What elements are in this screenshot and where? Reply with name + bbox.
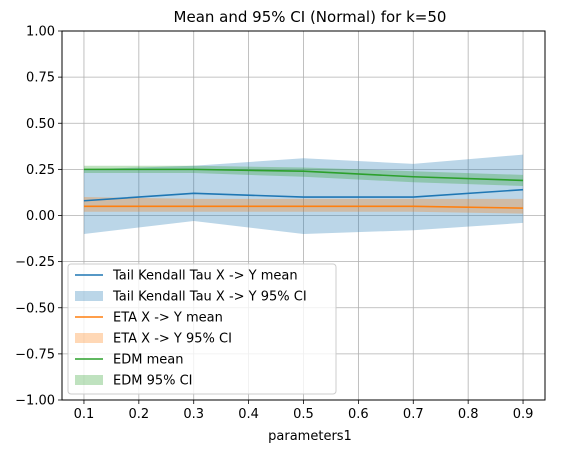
legend-label: EDM mean xyxy=(113,353,183,368)
x-tick-label: 0.8 xyxy=(458,407,479,422)
legend: Tail Kendall Tau X -> Y mean Tail Kendall… xyxy=(67,263,337,395)
x-tick-label: 0.5 xyxy=(293,407,314,422)
legend-label: EDM 95% CI xyxy=(113,374,193,389)
ci-band xyxy=(83,165,524,186)
x-tick-label: 0.7 xyxy=(403,407,424,422)
ci-band xyxy=(83,197,524,214)
y-tick-label: −0.25 xyxy=(15,255,55,270)
x-tick-label: 0.2 xyxy=(128,407,149,422)
mean-lines xyxy=(83,168,524,209)
ci-band xyxy=(83,154,524,234)
axis-ticks: 0.1 0.2 0.3 0.4 0.5 0.6 0.7 0.8 0.9 −1.00 −0.75 −0.… xyxy=(15,25,533,423)
legend-patch-swatch xyxy=(75,375,103,385)
y-tick-label: 0.00 xyxy=(26,209,55,224)
x-tick-label: 0.6 xyxy=(348,407,369,422)
legend-label: Tail Kendall Tau X -> Y 95% CI xyxy=(112,290,307,305)
legend-label: ETA X -> Y 95% CI xyxy=(113,332,232,347)
mean-line xyxy=(83,168,524,182)
legend-patch-swatch xyxy=(75,333,103,343)
y-tick-label: 0.50 xyxy=(26,117,55,132)
x-tick-label: 0.4 xyxy=(238,407,259,422)
x-tick-label: 0.9 xyxy=(513,407,534,422)
legend-patch-swatch xyxy=(75,291,103,301)
legend-box xyxy=(67,263,337,395)
legend-label: ETA X -> Y mean xyxy=(113,311,223,326)
y-tick-label: 1.00 xyxy=(26,25,55,40)
y-tick-label: 0.75 xyxy=(26,71,55,86)
mean-line xyxy=(83,188,524,202)
y-tick-label: −1.00 xyxy=(15,394,55,409)
x-axis-label: parameters1 xyxy=(268,429,352,444)
y-tick-label: 0.25 xyxy=(26,163,55,178)
x-tick-label: 0.1 xyxy=(74,407,95,422)
x-tick-label: 0.3 xyxy=(183,407,204,422)
ci-bands xyxy=(83,154,524,234)
mean-line xyxy=(83,205,524,209)
y-tick-label: −0.75 xyxy=(15,347,55,362)
chart-title: Mean and 95% CI (Normal) for k=50 xyxy=(174,8,447,26)
y-tick-label: −0.50 xyxy=(15,301,55,316)
legend-label: Tail Kendall Tau X -> Y mean xyxy=(112,269,298,284)
